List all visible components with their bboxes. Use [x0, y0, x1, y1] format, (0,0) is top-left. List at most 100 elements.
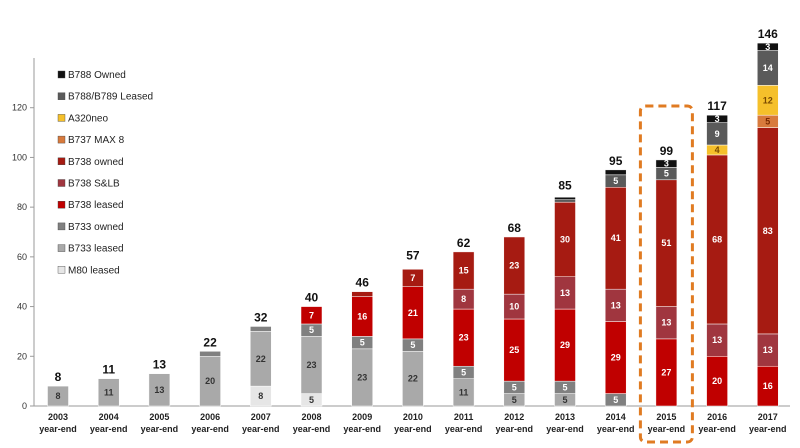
x-category-label: 2015 year-end	[648, 412, 686, 434]
bar-segment	[402, 269, 424, 287]
segment-value-label: 5	[512, 395, 517, 405]
legend-swatch	[57, 222, 66, 231]
bar-segment	[604, 169, 627, 176]
segment-value-label: 23	[509, 261, 519, 271]
segment-value-label: 13	[712, 335, 722, 345]
x-category-label: 2009 year-end	[343, 412, 381, 434]
segment-value-label: 13	[661, 318, 671, 328]
x-category-label: 2012 year-end	[496, 412, 534, 434]
legend-label: B788 Owned	[68, 70, 126, 81]
segment-value-label: 23	[357, 372, 367, 382]
segment-value-label: 10	[509, 302, 519, 312]
segment-value-label: 83	[763, 226, 773, 236]
segment-value-label: 25	[509, 345, 519, 355]
segment-value-label: 5	[613, 395, 618, 405]
y-tick-label: 120	[12, 103, 27, 113]
segment-value-label: 5	[562, 395, 567, 405]
segment-value-label: 22	[408, 374, 418, 384]
bar-total-label: 22	[203, 335, 217, 349]
bar-segment	[97, 378, 120, 407]
segment-value-label: 11	[104, 387, 114, 397]
bar-segment	[47, 385, 69, 407]
legend-label: B737 MAX 8	[68, 135, 125, 146]
bar-total-label: 95	[609, 154, 623, 168]
legend: B788 Owned B788/B789 Leased A320neo B737 MA…	[57, 70, 153, 276]
segment-value-label: 21	[408, 308, 418, 318]
bars: 8 11 13 20 8 22 5 23 57 23 5 16 22 5 21 7 11 5 23 8 15 5 5 25 10…	[47, 42, 779, 407]
bar-total-label: 40	[305, 291, 319, 305]
x-category-label: 2013 year-end	[546, 412, 584, 434]
bar-segment	[452, 251, 475, 290]
bar-total-label: 57	[406, 248, 420, 262]
bar-total-label: 46	[356, 276, 370, 290]
bar-total-label: 62	[457, 236, 471, 250]
x-axis-categories: 2003 year-end 2004 year-end 2005 year-end 2006…	[39, 412, 786, 434]
legend-label: A320neo	[68, 113, 108, 124]
legend-label: B733 leased	[68, 244, 124, 255]
x-category-label: 2007 year-end	[242, 412, 280, 434]
bar-total-label: 117	[707, 99, 727, 113]
legend-swatch	[57, 266, 66, 274]
legend-swatch	[57, 157, 66, 166]
bar-total-label: 8	[55, 370, 62, 384]
bar-segment	[706, 114, 728, 123]
segment-value-label: 41	[611, 233, 621, 243]
x-category-label: 2003 year-end	[39, 412, 77, 434]
segment-value-label: 5	[562, 382, 567, 392]
segment-value-label: 5	[613, 176, 618, 186]
legend-label: B738 S&LB	[68, 179, 120, 190]
y-tick-label: 100	[12, 152, 27, 162]
bar-segment	[757, 42, 779, 51]
y-tick-label: 60	[17, 252, 27, 262]
segment-value-label: 5	[664, 169, 669, 179]
segment-value-label: 11	[459, 387, 469, 397]
bar-total-label: 11	[102, 363, 115, 377]
bar-total-label: 13	[153, 358, 167, 372]
bar-total-label: 85	[558, 179, 572, 193]
segment-value-label: 5	[410, 340, 415, 350]
bar-total-label: 99	[660, 144, 674, 158]
segment-value-label: 14	[763, 63, 773, 73]
segment-value-label: 30	[560, 234, 570, 244]
bar-segment	[351, 291, 373, 297]
bar-total-label: 68	[508, 221, 522, 235]
segment-value-label: 16	[763, 381, 773, 391]
x-category-label: 2004 year-end	[90, 412, 128, 434]
bar-total-label: 32	[254, 310, 268, 324]
x-category-label: 2010 year-end	[394, 412, 432, 434]
segment-value-label: 20	[712, 376, 722, 386]
segment-value-label: 7	[309, 310, 314, 320]
legend-label: M80 leased	[68, 265, 120, 276]
y-tick-label: 80	[17, 202, 27, 212]
legend-swatch	[57, 135, 66, 144]
bar-segment	[199, 351, 221, 357]
segment-value-label: 9	[715, 129, 720, 139]
segment-value-label: 20	[205, 376, 215, 386]
segment-value-label: 8	[258, 391, 263, 401]
bar-segment	[503, 236, 526, 295]
segment-value-label: 3	[715, 114, 720, 124]
segment-value-label: 23	[459, 333, 469, 343]
segment-value-label: 5	[461, 367, 466, 377]
x-category-label: 2005 year-end	[141, 412, 179, 434]
x-category-label: 2017 year-end	[749, 412, 787, 434]
x-category-label: 2014 year-end	[597, 412, 635, 434]
segment-value-label: 51	[661, 238, 671, 248]
segment-value-label: 29	[611, 353, 621, 363]
legend-label: B738 leased	[68, 200, 124, 211]
legend-swatch	[57, 114, 66, 122]
highlight-box-2015	[638, 104, 694, 444]
legend-swatch	[57, 244, 66, 252]
legend-swatch	[57, 92, 66, 100]
segment-value-label: 15	[459, 266, 469, 276]
bar-segment	[250, 326, 272, 332]
legend-label: B788/B789 Leased	[68, 92, 153, 103]
segment-value-label: 22	[256, 354, 266, 364]
bar-segment	[554, 199, 576, 203]
segment-value-label: 5	[309, 325, 314, 335]
legend-label: B738 owned	[68, 157, 124, 168]
segment-value-label: 8	[461, 294, 466, 304]
segment-value-label: 29	[560, 340, 570, 350]
